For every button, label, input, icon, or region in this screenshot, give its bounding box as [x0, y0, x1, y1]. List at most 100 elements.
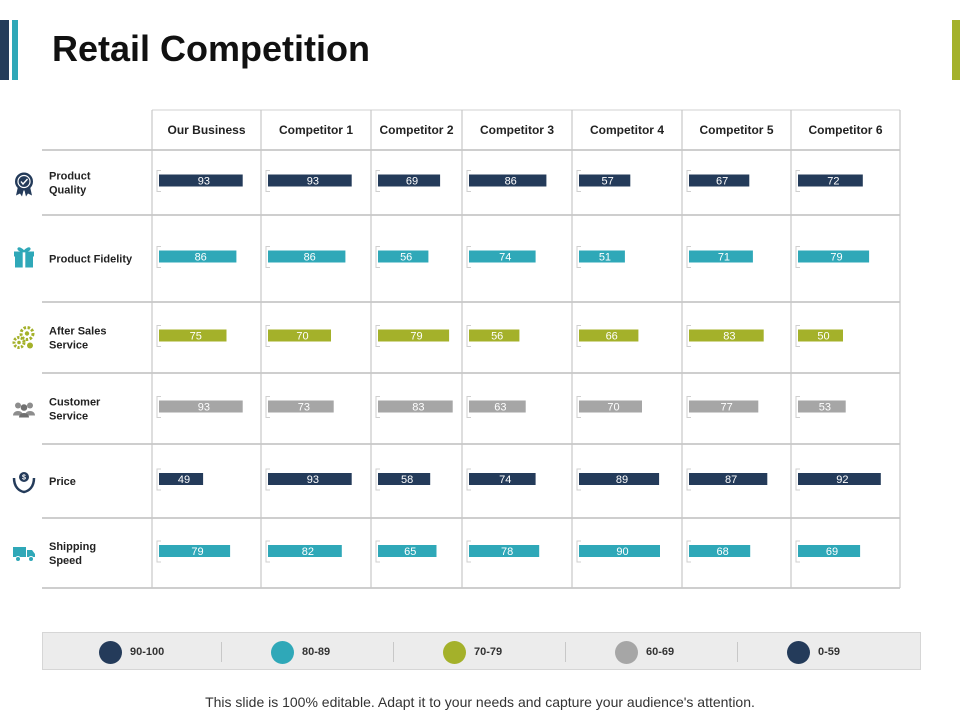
- value-bar: [378, 400, 453, 413]
- value-bar: [159, 400, 243, 413]
- bar-bracket: [265, 325, 270, 347]
- value-bar: [469, 329, 520, 342]
- bar-bracket: [576, 396, 581, 418]
- value-bar: [579, 250, 625, 263]
- row-label: After Sales: [49, 326, 106, 338]
- svg-text:$: $: [22, 475, 26, 482]
- legend-divider: [737, 642, 738, 662]
- value-label: 73: [298, 402, 310, 414]
- page-title: Retail Competition: [52, 28, 371, 69]
- bar-bracket: [686, 396, 691, 418]
- value-label: 51: [599, 252, 611, 264]
- people-group-icon: [13, 402, 35, 418]
- value-label: 67: [716, 176, 728, 188]
- legend-divider: [565, 642, 566, 662]
- legend-item: 60-69: [559, 633, 731, 671]
- bar-bracket: [466, 468, 471, 491]
- row-label: Product: [49, 171, 91, 183]
- value-bar: [579, 400, 642, 413]
- value-label: 49: [178, 474, 190, 486]
- legend-divider: [221, 642, 222, 662]
- footer-note: This slide is 100% editable. Adapt it to…: [205, 694, 755, 710]
- legend-label: 70-79: [474, 646, 503, 658]
- legend-swatch: [99, 640, 122, 664]
- bar-bracket: [265, 246, 270, 268]
- value-bar: [469, 400, 526, 413]
- legend-label: 60-69: [646, 646, 675, 658]
- value-bar: [689, 329, 764, 342]
- row-label: Service: [49, 411, 88, 423]
- value-bar: [798, 174, 863, 187]
- value-label: 74: [499, 252, 511, 264]
- value-bar: [689, 473, 768, 485]
- bar-bracket: [576, 468, 581, 491]
- bar-bracket: [265, 468, 270, 491]
- bar-bracket: [375, 540, 380, 563]
- legend-item: 0-59: [731, 633, 903, 671]
- legend-divider: [393, 642, 394, 662]
- legend-swatch: [271, 640, 294, 664]
- legend-item: 80-89: [215, 633, 387, 671]
- value-label: 90: [616, 546, 628, 558]
- bar-bracket: [466, 396, 471, 418]
- bar-bracket: [156, 540, 161, 563]
- column-header: Competitor 2: [379, 123, 453, 137]
- value-bar: [689, 400, 759, 413]
- bar-bracket: [686, 468, 691, 491]
- value-bar: [268, 400, 334, 413]
- value-label: 93: [198, 176, 210, 188]
- value-label: 50: [817, 331, 829, 343]
- bar-bracket: [686, 170, 691, 192]
- column-header: Competitor 4: [590, 123, 664, 137]
- value-label: 78: [501, 546, 513, 558]
- value-bar: [798, 545, 861, 557]
- value-bar: [469, 545, 540, 557]
- bar-bracket: [576, 246, 581, 268]
- accent-bar-olive: [952, 20, 960, 80]
- legend-label: 80-89: [302, 646, 331, 658]
- value-bar: [378, 545, 437, 557]
- value-label: 70: [296, 331, 308, 343]
- value-bar: [268, 545, 342, 557]
- value-label: 71: [718, 252, 730, 264]
- bar-bracket: [795, 396, 800, 418]
- value-label: 69: [826, 546, 838, 558]
- value-label: 57: [602, 176, 614, 188]
- value-label: 75: [190, 331, 202, 343]
- value-label: 87: [725, 474, 737, 486]
- value-bar: [689, 250, 753, 263]
- accent-bar-navy: [0, 20, 9, 80]
- value-label: 77: [721, 402, 733, 414]
- bar-bracket: [375, 325, 380, 347]
- bar-bracket: [576, 325, 581, 347]
- value-bar: [378, 473, 431, 485]
- row-label: Speed: [49, 555, 82, 567]
- value-label: 93: [307, 176, 319, 188]
- legend-item: 90-100: [43, 633, 215, 671]
- bar-bracket: [375, 468, 380, 491]
- bar-bracket: [576, 540, 581, 563]
- value-label: 63: [494, 402, 506, 414]
- bar-bracket: [265, 396, 270, 418]
- value-bar: [378, 174, 441, 187]
- accent-bar-teal: [12, 20, 18, 80]
- money-hand-icon: $: [12, 472, 36, 494]
- value-label: 86: [195, 252, 207, 264]
- legend: 90-100 80-89 70-79 60-69 0-59: [42, 632, 921, 670]
- value-bar: [689, 174, 750, 187]
- bar-bracket: [686, 325, 691, 347]
- column-header: Competitor 1: [279, 123, 353, 137]
- value-label: 58: [401, 474, 413, 486]
- value-bar: [159, 329, 227, 342]
- value-label: 83: [723, 331, 735, 343]
- bar-bracket: [375, 396, 380, 418]
- value-label: 79: [191, 546, 203, 558]
- value-bar: [378, 329, 450, 342]
- value-label: 79: [410, 331, 422, 343]
- bar-bracket: [795, 246, 800, 268]
- bar-bracket: [156, 170, 161, 192]
- value-label: 93: [307, 474, 319, 486]
- column-header: Our Business: [167, 123, 245, 137]
- value-label: 69: [406, 176, 418, 188]
